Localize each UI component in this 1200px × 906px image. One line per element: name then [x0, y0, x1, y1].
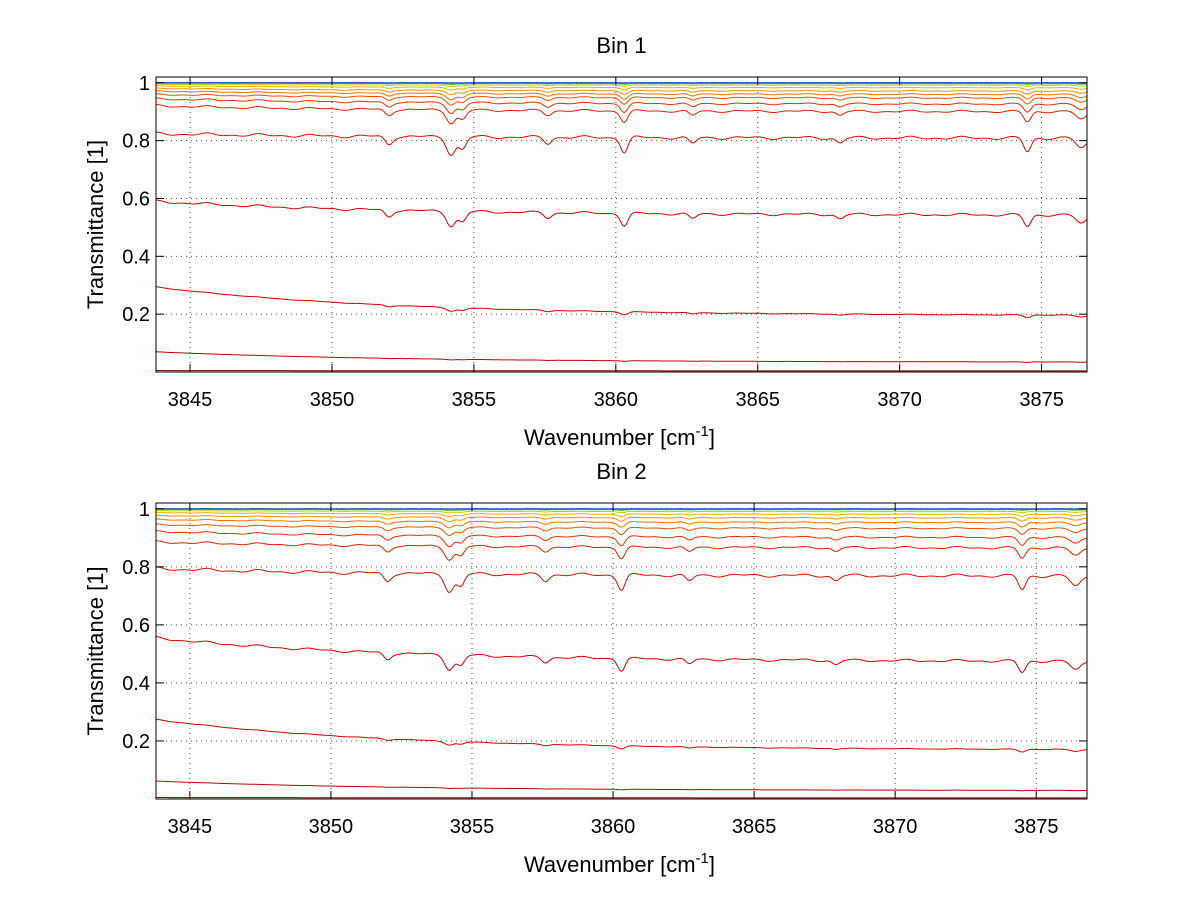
- chart-title: Bin 1: [596, 33, 646, 58]
- y-tick-label: 0.4: [122, 246, 150, 268]
- x-tick-label: 3855: [452, 389, 497, 411]
- x-tick-label: 3865: [732, 816, 777, 838]
- y-tick-label: 0.2: [122, 304, 150, 326]
- x-tick-label: 3870: [877, 389, 922, 411]
- x-tick-label: 3875: [1019, 389, 1064, 411]
- x-tick-label: 3850: [310, 389, 355, 411]
- chart-title: Bin 2: [596, 459, 646, 484]
- x-axis-label: Wavenumber [cm-1]: [524, 850, 715, 877]
- x-tick-label: 3875: [1014, 816, 1059, 838]
- chart-panel-1: 3845 3850 3855 3860 3865 3870 3875 0.2 0.4 0.6 0.8…: [83, 33, 1087, 450]
- y-tick-label: 0.8: [122, 131, 150, 153]
- y-tick-label: 0.8: [122, 557, 150, 579]
- x-tick-label: 3860: [591, 816, 636, 838]
- x-tick-label: 3845: [168, 816, 213, 838]
- y-axis-label: Transmittance [1]: [83, 140, 108, 309]
- chart-panel-2: 3845 3850 3855 3860 3865 3870 3875 0.2 0.4 0.6 0.8…: [83, 459, 1087, 877]
- y-tick-label: 0.2: [122, 731, 150, 753]
- plot-area: [156, 77, 1087, 372]
- y-tick-label: 0.4: [122, 673, 150, 695]
- x-tick-label: 3845: [168, 389, 213, 411]
- x-tick-label: 3870: [873, 816, 918, 838]
- x-tick-label: 3855: [450, 816, 495, 838]
- y-tick-label: 0.6: [122, 188, 150, 210]
- x-tick-label: 3860: [594, 389, 639, 411]
- x-axis-label: Wavenumber [cm-1]: [524, 423, 715, 450]
- y-axis-label: Transmittance [1]: [83, 566, 108, 735]
- y-tick-label: 1: [139, 499, 150, 521]
- x-tick-label: 3865: [735, 389, 780, 411]
- y-tick-label: 1: [139, 73, 150, 95]
- x-tick-label: 3850: [309, 816, 354, 838]
- y-tick-label: 0.6: [122, 615, 150, 637]
